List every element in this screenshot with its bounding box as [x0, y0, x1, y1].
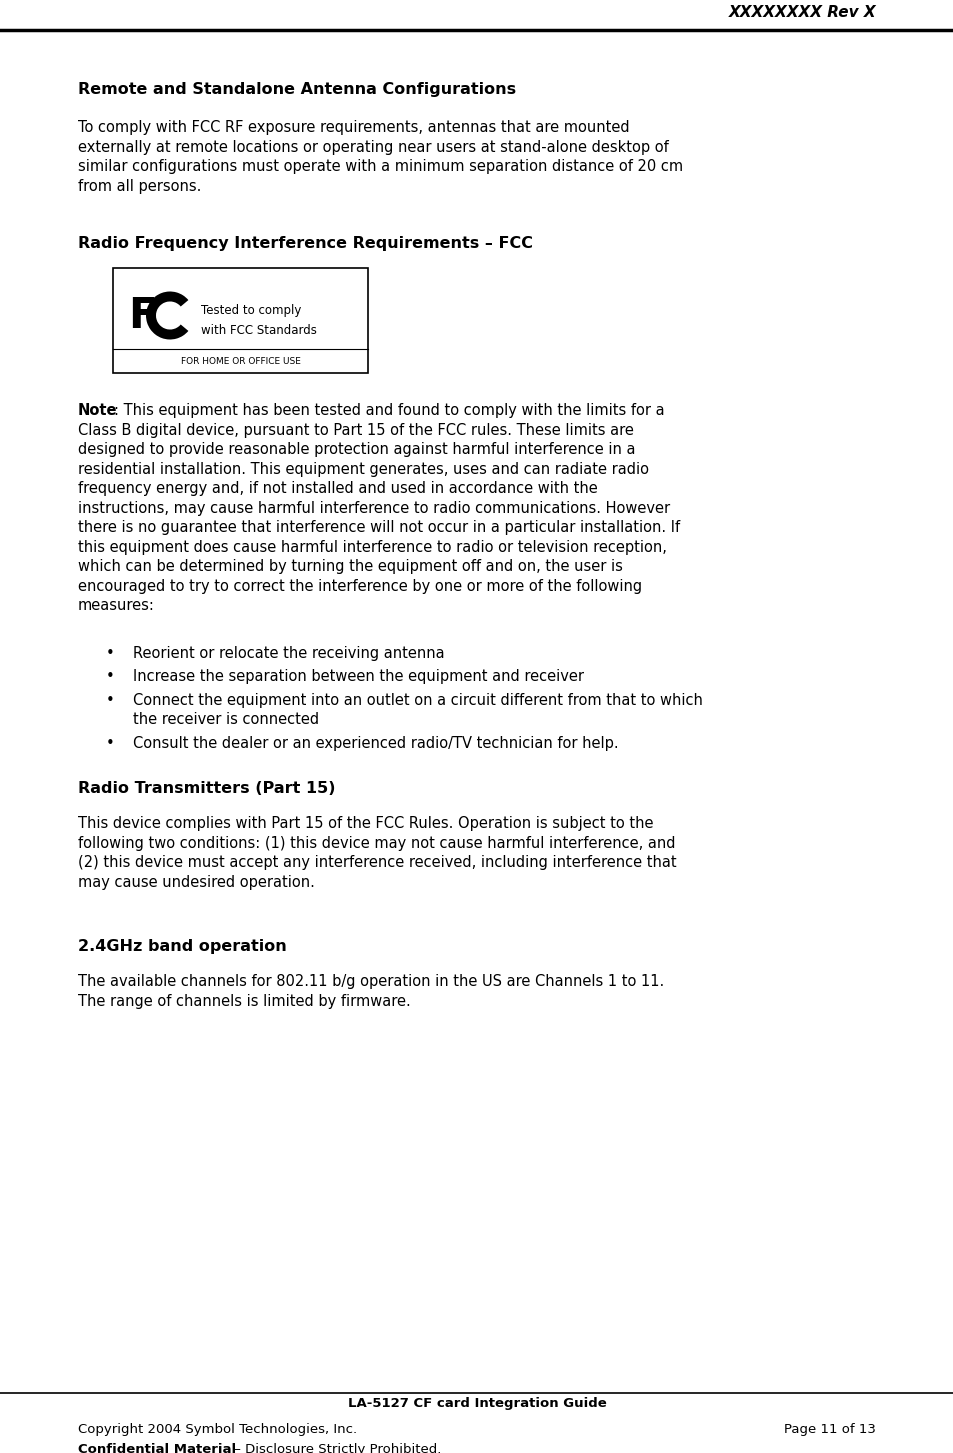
Text: Consult the dealer or an experienced radio/TV technician for help.: Consult the dealer or an experienced rad… — [132, 735, 618, 751]
Text: the receiver is connected: the receiver is connected — [132, 712, 319, 726]
Text: encouraged to try to correct the interference by one or more of the following: encouraged to try to correct the interfe… — [78, 578, 641, 593]
Text: Radio Frequency Interference Requirements – FCC: Radio Frequency Interference Requirement… — [78, 235, 533, 251]
Text: (2) this device must accept any interference received, including interference th: (2) this device must accept any interfer… — [78, 854, 676, 870]
Text: Page 11 of 13: Page 11 of 13 — [783, 1422, 875, 1436]
Text: •: • — [106, 735, 114, 751]
Text: from all persons.: from all persons. — [78, 179, 201, 193]
Text: which can be determined by turning the equipment off and on, the user is: which can be determined by turning the e… — [78, 559, 622, 574]
Text: F: F — [128, 295, 156, 337]
Text: •: • — [106, 645, 114, 661]
Wedge shape — [146, 292, 188, 340]
Text: •: • — [106, 668, 114, 684]
Text: this equipment does cause harmful interference to radio or television reception,: this equipment does cause harmful interf… — [78, 539, 666, 555]
Text: with FCC Standards: with FCC Standards — [201, 324, 316, 337]
Text: Connect the equipment into an outlet on a circuit different from that to which: Connect the equipment into an outlet on … — [132, 693, 702, 708]
Text: Note: Note — [78, 402, 117, 418]
Text: This device complies with Part 15 of the FCC Rules. Operation is subject to the: This device complies with Part 15 of the… — [78, 817, 653, 831]
Text: 2.4GHz band operation: 2.4GHz band operation — [78, 939, 287, 955]
Text: FOR HOME OR OFFICE USE: FOR HOME OR OFFICE USE — [180, 356, 300, 366]
Text: Radio Transmitters (Part 15): Radio Transmitters (Part 15) — [78, 782, 335, 796]
Text: The range of channels is limited by firmware.: The range of channels is limited by firm… — [78, 994, 411, 1008]
Text: Copyright 2004 Symbol Technologies, Inc.: Copyright 2004 Symbol Technologies, Inc. — [78, 1422, 356, 1436]
Text: frequency energy and, if not installed and used in accordance with the: frequency energy and, if not installed a… — [78, 481, 598, 495]
Text: To comply with FCC RF exposure requirements, antennas that are mounted: To comply with FCC RF exposure requireme… — [78, 121, 629, 135]
Text: following two conditions: (1) this device may not cause harmful interference, an: following two conditions: (1) this devic… — [78, 835, 675, 850]
Text: Class B digital device, pursuant to Part 15 of the FCC rules. These limits are: Class B digital device, pursuant to Part… — [78, 423, 633, 437]
Text: : This equipment has been tested and found to comply with the limits for a: : This equipment has been tested and fou… — [113, 402, 663, 418]
Text: Remote and Standalone Antenna Configurations: Remote and Standalone Antenna Configurat… — [78, 81, 516, 97]
Text: measures:: measures: — [78, 599, 154, 613]
Text: Confidential Material: Confidential Material — [78, 1443, 236, 1453]
Text: •: • — [106, 693, 114, 708]
Text: residential installation. This equipment generates, uses and can radiate radio: residential installation. This equipment… — [78, 462, 648, 477]
Text: there is no guarantee that interference will not occur in a particular installat: there is no guarantee that interference … — [78, 520, 679, 535]
Text: The available channels for 802.11 b/g operation in the US are Channels 1 to 11.: The available channels for 802.11 b/g op… — [78, 974, 663, 989]
Text: LA-5127 CF card Integration Guide: LA-5127 CF card Integration Guide — [347, 1396, 606, 1409]
Text: Increase the separation between the equipment and receiver: Increase the separation between the equi… — [132, 668, 583, 684]
Text: Reorient or relocate the receiving antenna: Reorient or relocate the receiving anten… — [132, 645, 444, 661]
Text: may cause undesired operation.: may cause undesired operation. — [78, 875, 314, 889]
Text: XXXXXXXX Rev X: XXXXXXXX Rev X — [727, 4, 875, 20]
Bar — [112, 267, 368, 373]
Text: instructions, may cause harmful interference to radio communications. However: instructions, may cause harmful interfer… — [78, 500, 669, 516]
Text: Tested to comply: Tested to comply — [201, 304, 301, 317]
Text: externally at remote locations or operating near users at stand-alone desktop of: externally at remote locations or operat… — [78, 139, 668, 154]
Text: – Disclosure Strictly Prohibited.: – Disclosure Strictly Prohibited. — [230, 1443, 441, 1453]
Text: designed to provide reasonable protection against harmful interference in a: designed to provide reasonable protectio… — [78, 442, 635, 458]
Text: similar configurations must operate with a minimum separation distance of 20 cm: similar configurations must operate with… — [78, 158, 682, 174]
